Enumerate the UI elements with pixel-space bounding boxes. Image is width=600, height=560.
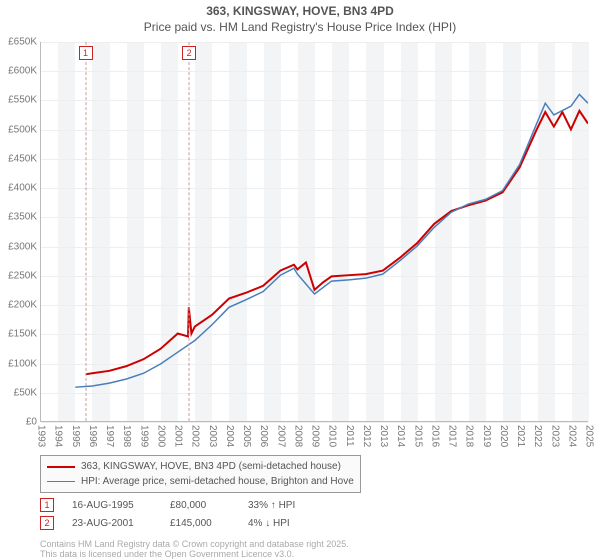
- x-axis-label: 2003: [207, 425, 218, 447]
- y-axis-label: £100K: [8, 358, 37, 369]
- x-axis-label: 1995: [70, 425, 81, 447]
- event-row: 2 23-AUG-2001 £145,000 4% ↓ HPI: [40, 516, 338, 530]
- x-axis-label: 1993: [36, 425, 47, 447]
- event-badge: 1: [40, 498, 54, 512]
- marker-line: [85, 42, 86, 421]
- legend-row: HPI: Average price, semi-detached house,…: [47, 474, 354, 489]
- x-axis-label: 2016: [429, 425, 440, 447]
- title-subtitle: Price paid vs. HM Land Registry's House …: [0, 20, 600, 36]
- gridline: [41, 130, 588, 131]
- marker-line: [189, 42, 190, 421]
- x-axis-label: 2018: [464, 425, 475, 447]
- x-axis-label: 2006: [258, 425, 269, 447]
- x-axis-label: 2024: [566, 425, 577, 447]
- x-axis-label: 1998: [121, 425, 132, 447]
- event-row: 1 16-AUG-1995 £80,000 33% ↑ HPI: [40, 498, 338, 512]
- event-delta: 33% ↑ HPI: [248, 500, 338, 511]
- gridline: [41, 217, 588, 218]
- x-axis-label: 2025: [584, 425, 595, 447]
- y-axis-label: £400K: [8, 183, 37, 194]
- y-axis-label: £150K: [8, 329, 37, 340]
- legend-label: 363, KINGSWAY, HOVE, BN3 4PD (semi-detac…: [81, 459, 341, 474]
- x-axis-label: 2005: [241, 425, 252, 447]
- x-axis-label: 2021: [515, 425, 526, 447]
- gridline: [41, 71, 588, 72]
- event-date: 23-AUG-2001: [72, 518, 152, 529]
- x-axis-label: 2008: [292, 425, 303, 447]
- legend-label: HPI: Average price, semi-detached house,…: [81, 474, 354, 489]
- x-axis-label: 1999: [138, 425, 149, 447]
- x-axis-label: 1996: [87, 425, 98, 447]
- x-axis-label: 2014: [395, 425, 406, 447]
- y-axis-label: £550K: [8, 95, 37, 106]
- marker-badge: 1: [79, 46, 93, 60]
- x-axis-label: 2011: [344, 425, 355, 447]
- x-axis-label: 2019: [481, 425, 492, 447]
- footer-line-2: This data is licensed under the Open Gov…: [40, 550, 349, 560]
- marker-badge: 2: [182, 46, 196, 60]
- x-axis-label: 2015: [412, 425, 423, 447]
- x-axis-label: 2022: [532, 425, 543, 447]
- x-axis-label: 2020: [498, 425, 509, 447]
- event-table: 1 16-AUG-1995 £80,000 33% ↑ HPI 2 23-AUG-2001…: [40, 498, 338, 534]
- y-axis-label: £500K: [8, 124, 37, 135]
- x-axis-label: 1997: [104, 425, 115, 447]
- gridline: [41, 100, 588, 101]
- legend: 363, KINGSWAY, HOVE, BN3 4PD (semi-detac…: [40, 455, 361, 493]
- title-address: 363, KINGSWAY, HOVE, BN3 4PD: [0, 0, 600, 20]
- x-axis-label: 1994: [53, 425, 64, 447]
- y-axis-label: £50K: [14, 387, 37, 398]
- gridline: [41, 42, 588, 43]
- event-price: £145,000: [170, 518, 230, 529]
- footer-attribution: Contains HM Land Registry data © Crown c…: [40, 540, 349, 560]
- y-axis-label: £350K: [8, 212, 37, 223]
- plot-area: 12 £0£50K£100K£150K£200K£250K£300K£350K£…: [40, 42, 588, 422]
- y-axis-label: £200K: [8, 300, 37, 311]
- gridline: [41, 276, 588, 277]
- y-axis-label: £450K: [8, 153, 37, 164]
- x-axis-label: 2001: [173, 425, 184, 447]
- event-price: £80,000: [170, 500, 230, 511]
- chart-container: 363, KINGSWAY, HOVE, BN3 4PD Price paid …: [0, 0, 600, 560]
- y-axis-label: £250K: [8, 270, 37, 281]
- gridline: [41, 159, 588, 160]
- event-date: 16-AUG-1995: [72, 500, 152, 511]
- gridline: [41, 393, 588, 394]
- legend-swatch: [47, 466, 75, 468]
- x-axis-label: 2009: [310, 425, 321, 447]
- gridline: [41, 188, 588, 189]
- x-axis-label: 2017: [447, 425, 458, 447]
- gridline: [41, 334, 588, 335]
- gridline: [41, 247, 588, 248]
- legend-swatch: [47, 481, 75, 482]
- legend-row: 363, KINGSWAY, HOVE, BN3 4PD (semi-detac…: [47, 459, 354, 474]
- x-axis-label: 2000: [155, 425, 166, 447]
- gridline: [41, 305, 588, 306]
- y-axis-label: £300K: [8, 241, 37, 252]
- event-badge: 2: [40, 516, 54, 530]
- y-axis-label: £650K: [8, 37, 37, 48]
- x-axis-label: 2023: [549, 425, 560, 447]
- x-axis-label: 2007: [275, 425, 286, 447]
- event-delta: 4% ↓ HPI: [248, 518, 338, 529]
- x-axis-label: 2010: [327, 425, 338, 447]
- gridline: [41, 422, 588, 423]
- x-axis-label: 2002: [190, 425, 201, 447]
- y-axis-label: £600K: [8, 66, 37, 77]
- x-axis-label: 2013: [378, 425, 389, 447]
- gridline: [41, 364, 588, 365]
- x-axis-label: 2012: [361, 425, 372, 447]
- x-axis-label: 2004: [224, 425, 235, 447]
